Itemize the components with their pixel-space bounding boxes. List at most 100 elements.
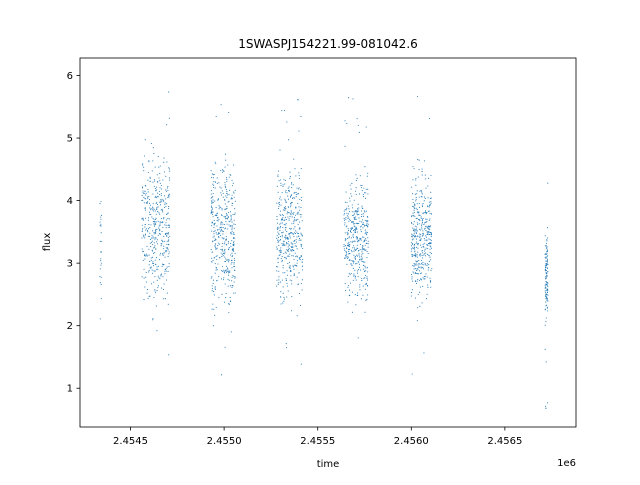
- data-point: [150, 238, 152, 240]
- data-point: [283, 243, 285, 246]
- data-point: [362, 213, 364, 215]
- data-point: [544, 269, 546, 271]
- data-point: [421, 220, 423, 222]
- data-point: [420, 216, 422, 218]
- data-point: [211, 222, 213, 224]
- data-point: [153, 262, 155, 265]
- data-point: [344, 120, 346, 122]
- data-point: [163, 245, 165, 247]
- data-point: [545, 242, 547, 244]
- data-point: [226, 218, 229, 220]
- data-point: [428, 118, 430, 120]
- data-point: [168, 206, 170, 208]
- data-point: [296, 213, 298, 215]
- data-point: [360, 258, 362, 260]
- data-point: [165, 175, 167, 177]
- data-point: [284, 210, 286, 212]
- data-point: [217, 245, 219, 247]
- data-point: [355, 279, 357, 281]
- data-point: [221, 208, 223, 210]
- data-point: [290, 246, 292, 248]
- data-point: [414, 231, 416, 233]
- data-point: [290, 232, 292, 234]
- data-point: [366, 222, 368, 224]
- data-point: [227, 215, 229, 218]
- data-point: [292, 233, 294, 235]
- data-point: [297, 218, 299, 221]
- y-tick-label: 5: [67, 134, 73, 145]
- data-point: [300, 216, 302, 218]
- data-point: [546, 310, 549, 312]
- data-point: [353, 247, 355, 249]
- data-point: [429, 205, 431, 207]
- data-point: [166, 203, 168, 205]
- data-point: [546, 249, 548, 251]
- data-point: [143, 277, 145, 279]
- data-point: [150, 246, 152, 248]
- data-point: [233, 263, 235, 265]
- data-point: [363, 236, 365, 238]
- data-point: [419, 219, 421, 222]
- data-point: [290, 195, 292, 197]
- data-point: [157, 192, 159, 194]
- data-point: [302, 247, 304, 250]
- data-point: [144, 286, 146, 288]
- data-point: [428, 228, 430, 230]
- data-point: [358, 207, 360, 209]
- data-point: [292, 233, 294, 236]
- data-point: [145, 194, 147, 196]
- data-point: [221, 171, 223, 173]
- data-point: [222, 227, 224, 229]
- data-point: [413, 204, 415, 206]
- data-point: [165, 227, 167, 229]
- data-point: [154, 224, 157, 226]
- data-point: [366, 279, 368, 281]
- data-point: [414, 297, 416, 299]
- data-point: [221, 237, 223, 239]
- data-point: [366, 257, 368, 259]
- data-point: [357, 124, 359, 126]
- data-point: [545, 287, 547, 289]
- data-point: [228, 259, 230, 261]
- data-point: [353, 273, 355, 275]
- data-point: [419, 286, 421, 288]
- data-point: [418, 260, 420, 262]
- data-point: [233, 258, 235, 260]
- data-point: [279, 198, 281, 200]
- data-point: [230, 218, 232, 220]
- data-point: [166, 243, 168, 245]
- data-point: [278, 233, 280, 235]
- data-point: [350, 188, 352, 190]
- data-point: [151, 235, 153, 237]
- data-point: [355, 222, 357, 224]
- data-point: [429, 197, 431, 199]
- data-point: [153, 247, 155, 249]
- data-point: [281, 234, 283, 236]
- data-point: [354, 228, 356, 230]
- data-point: [231, 194, 233, 196]
- data-point: [216, 219, 218, 222]
- data-point: [144, 233, 146, 235]
- data-point: [219, 232, 221, 235]
- data-point: [214, 243, 216, 245]
- data-point: [413, 263, 415, 265]
- data-point: [166, 247, 169, 249]
- data-point: [281, 232, 283, 234]
- data-point: [300, 255, 302, 257]
- data-point: [358, 217, 360, 219]
- data-point: [141, 218, 143, 220]
- data-point: [363, 225, 365, 227]
- data-point: [287, 243, 289, 245]
- data-point: [153, 221, 155, 223]
- data-point: [421, 174, 423, 176]
- data-point: [210, 261, 213, 263]
- data-point: [290, 214, 292, 216]
- data-point: [347, 216, 349, 218]
- data-point: [222, 196, 224, 198]
- data-point: [366, 216, 369, 218]
- data-point: [295, 207, 297, 209]
- data-point: [418, 266, 420, 268]
- data-point: [152, 147, 154, 149]
- data-point: [423, 237, 425, 240]
- data-point: [164, 203, 166, 205]
